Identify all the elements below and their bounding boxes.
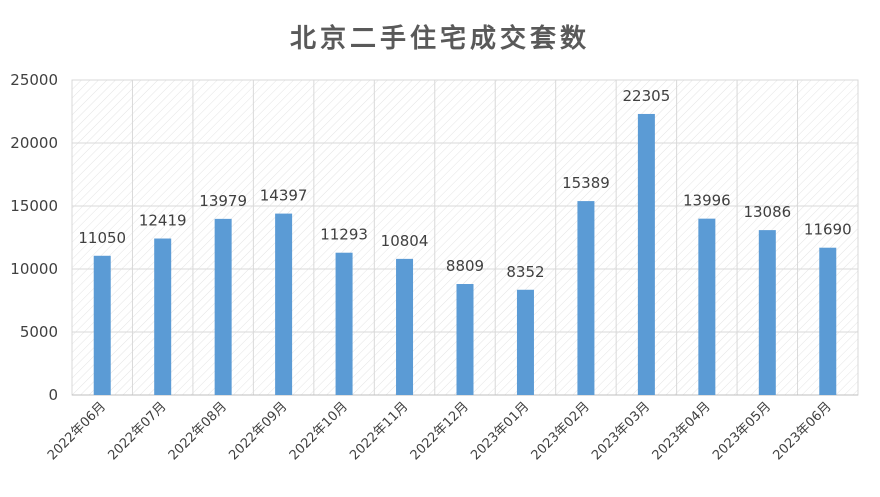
bar — [698, 218, 716, 395]
bar-value-label: 13086 — [743, 203, 791, 221]
bar — [275, 213, 293, 395]
bar — [214, 218, 232, 395]
x-tick-label: 2022年06月 — [45, 399, 109, 463]
bar-value-label: 15389 — [562, 174, 610, 192]
bars — [93, 113, 837, 395]
chart-title: 北京二手住宅成交套数 — [289, 24, 590, 54]
bar-value-label: 12419 — [139, 212, 187, 230]
bar — [154, 238, 172, 395]
y-tick-label: 25000 — [10, 71, 58, 89]
bar-value-label: 14397 — [260, 187, 308, 205]
data-labels: 11050 12419 13979 14397 11293 10804 8809 8352 15… — [78, 87, 851, 281]
y-tick-label: 20000 — [10, 134, 58, 152]
bar — [93, 255, 111, 395]
gridlines — [71, 79, 859, 396]
bar-value-label: 22305 — [623, 87, 671, 105]
bar-value-label: 8809 — [446, 257, 484, 275]
x-tick-label: 2022年11月 — [347, 399, 411, 463]
x-tick-label: 2023年06月 — [771, 399, 835, 463]
x-tick-label: 2023年05月 — [710, 399, 774, 463]
x-tick-label: 2023年01月 — [468, 399, 532, 463]
bar — [577, 201, 595, 395]
y-tick-label: 10000 — [10, 260, 58, 278]
x-tick-label: 2022年07月 — [105, 399, 169, 463]
x-tick-label: 2022年10月 — [287, 399, 351, 463]
x-tick-label: 2022年12月 — [408, 399, 472, 463]
x-tick-label: 2022年09月 — [226, 399, 290, 463]
bar — [335, 252, 353, 395]
y-tick-label: 5000 — [20, 323, 58, 341]
bar-value-label: 8352 — [506, 263, 544, 281]
x-tick-label: 2023年03月 — [589, 399, 653, 463]
bar-value-label: 13996 — [683, 192, 731, 210]
bar — [516, 289, 534, 395]
bar-value-label: 11050 — [78, 229, 126, 247]
y-axis: 0 5000 10000 15000 20000 25000 — [10, 71, 58, 404]
x-tick-label: 2023年04月 — [650, 399, 714, 463]
bar — [758, 230, 776, 395]
bar-value-label: 10804 — [381, 232, 429, 250]
bar-value-label: 11690 — [804, 221, 852, 239]
bar-value-label: 13979 — [199, 192, 247, 210]
bar — [456, 284, 474, 395]
bar-value-label: 11293 — [320, 226, 368, 244]
x-tick-label: 2023年02月 — [529, 399, 593, 463]
bar — [637, 113, 655, 395]
bar — [396, 258, 414, 395]
x-tick-label: 2022年08月 — [166, 399, 230, 463]
bar — [819, 247, 837, 395]
y-tick-label: 0 — [48, 386, 58, 404]
y-tick-label: 15000 — [10, 197, 58, 215]
x-axis: 2022年06月2022年07月2022年08月2022年09月2022年10月… — [45, 399, 835, 463]
